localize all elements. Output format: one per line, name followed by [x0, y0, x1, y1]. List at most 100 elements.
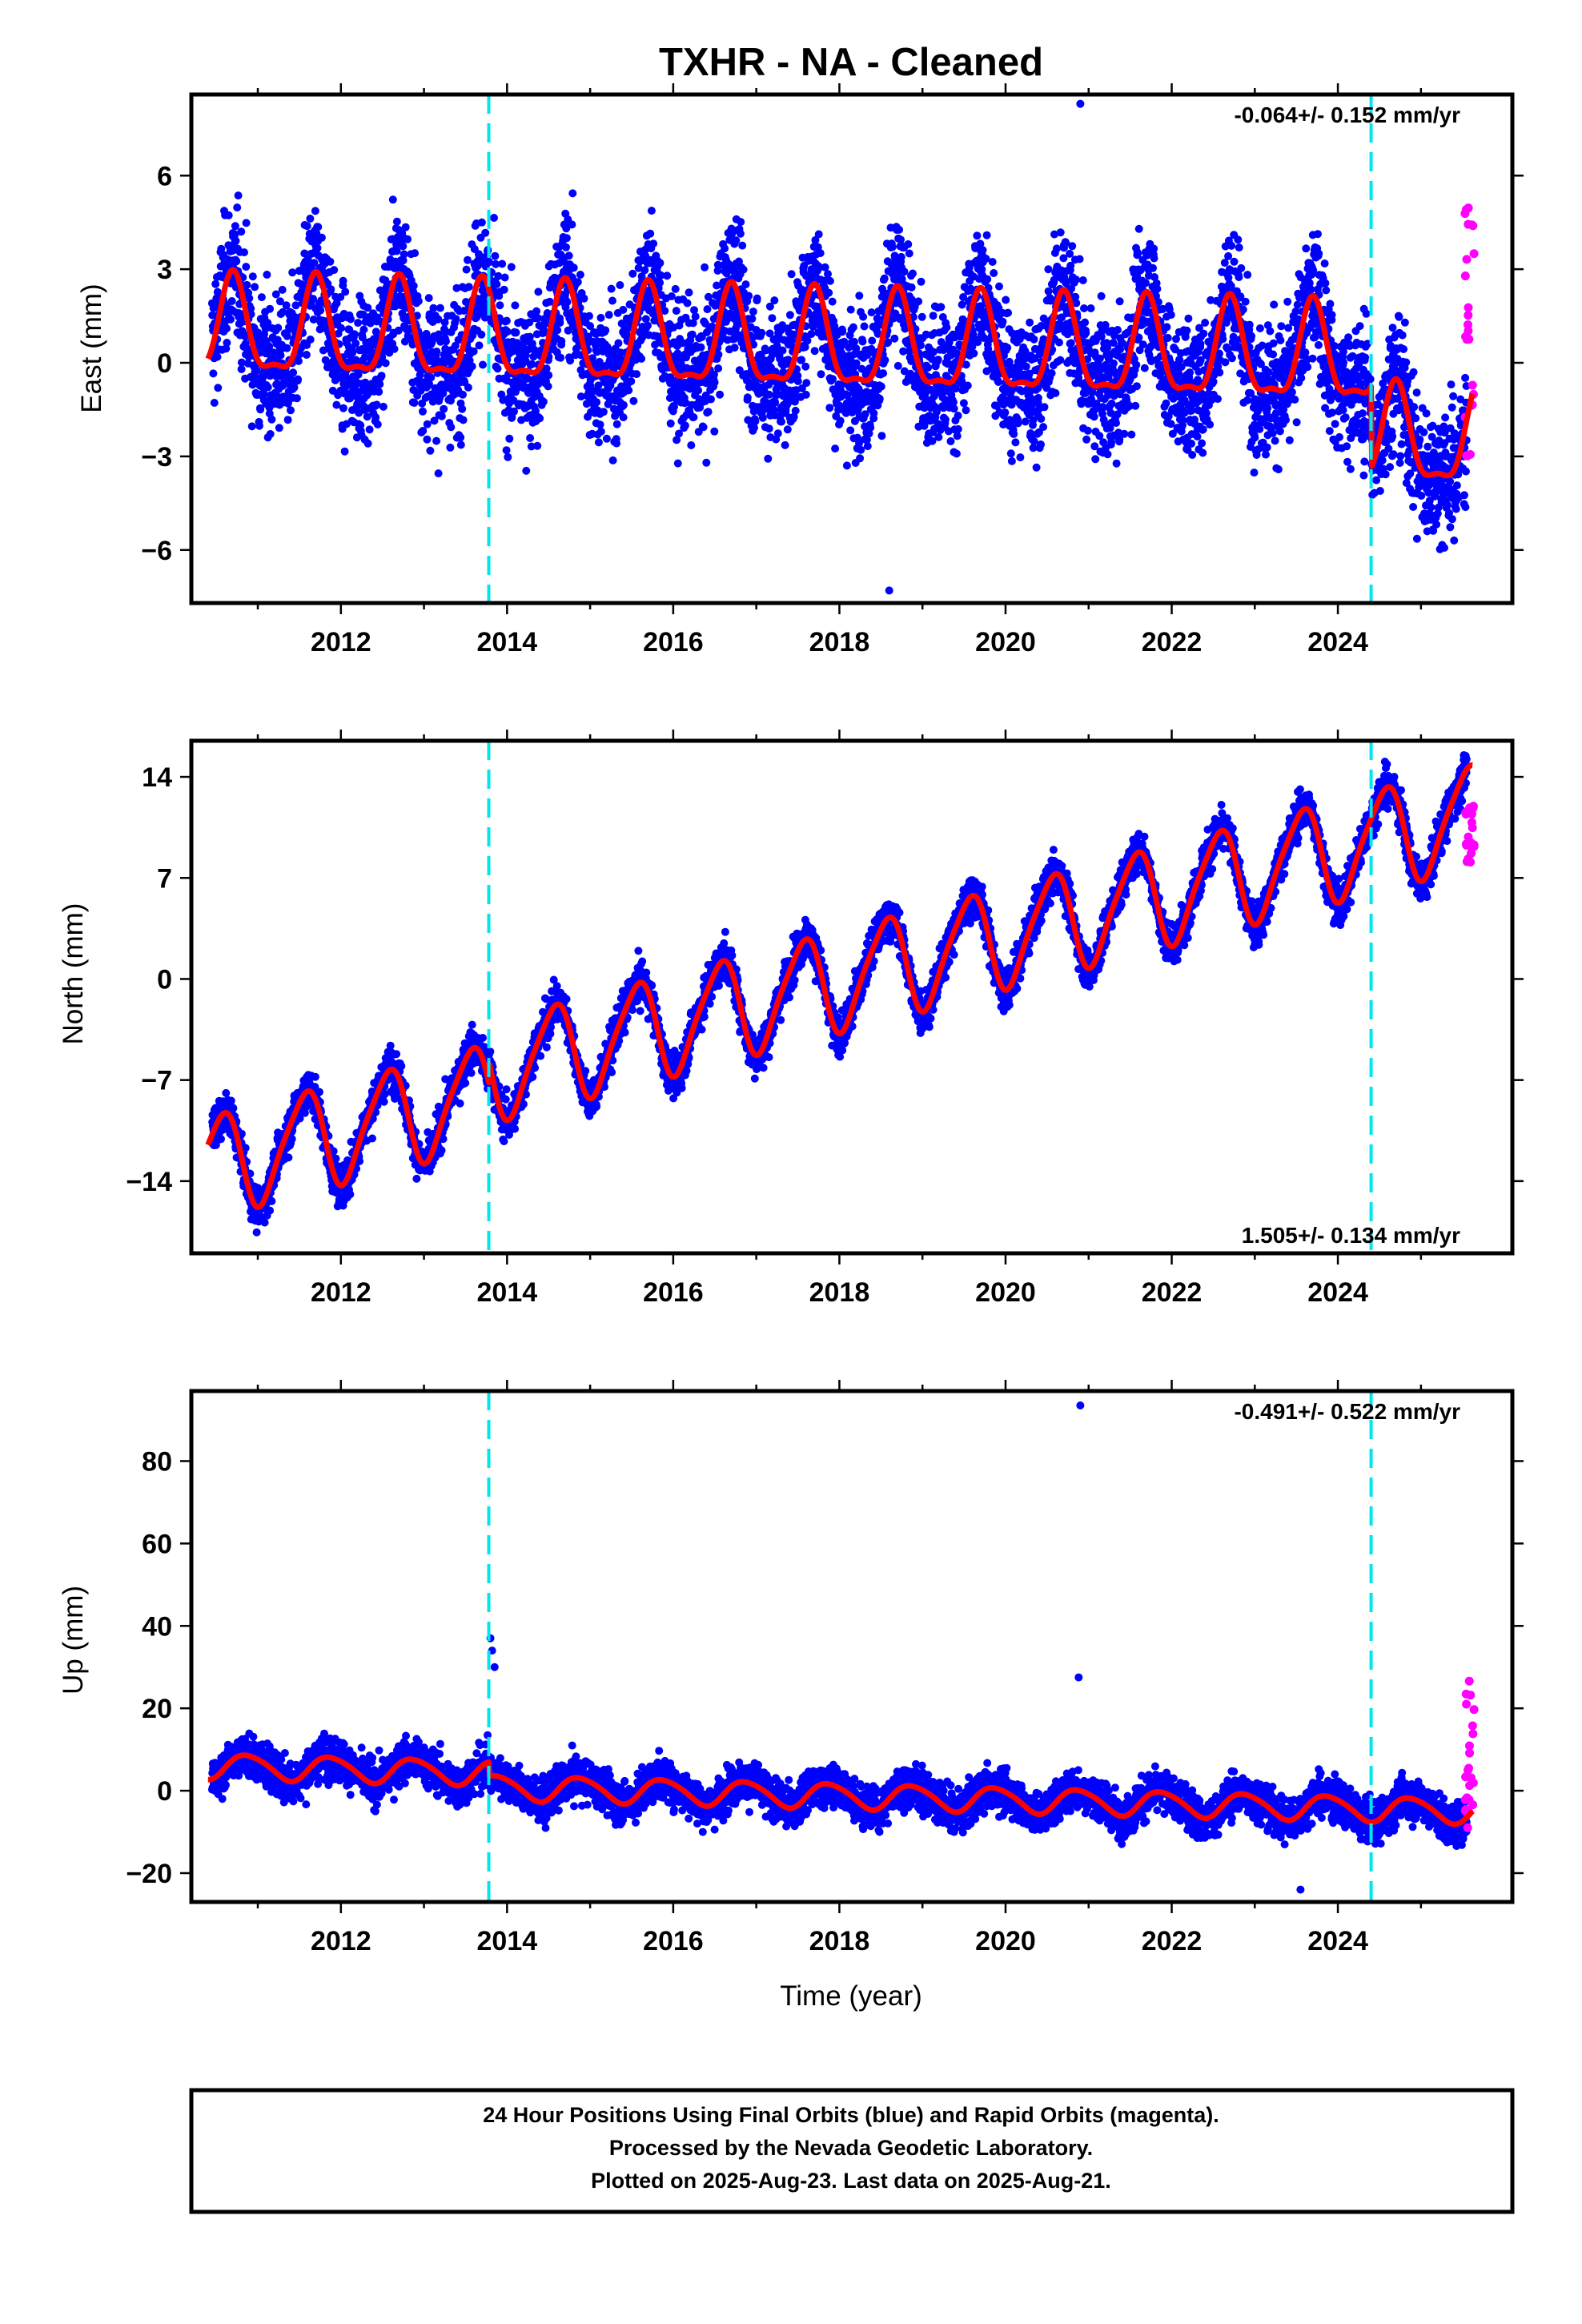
east-point [456, 440, 465, 449]
east-point [569, 263, 578, 272]
east-point [1235, 273, 1243, 282]
east-point [802, 379, 811, 388]
east-point [1243, 271, 1252, 279]
east-point [1040, 403, 1049, 412]
east-point [1187, 440, 1196, 448]
east-point [339, 404, 347, 412]
east-point [699, 423, 708, 432]
east-point [354, 319, 363, 328]
east-point [282, 301, 291, 310]
east-point [1163, 334, 1172, 342]
east-point [624, 386, 633, 395]
east-point [687, 441, 696, 449]
east-point [1109, 359, 1118, 368]
east-point [553, 326, 562, 335]
east-point [778, 346, 787, 355]
east-point [959, 399, 968, 408]
east-point [290, 383, 299, 392]
east-point [251, 283, 259, 292]
east-point [566, 356, 575, 365]
east-point [824, 270, 832, 279]
east-point [372, 400, 381, 409]
east-point [392, 217, 401, 226]
east-point [857, 445, 865, 454]
east-point [354, 370, 363, 379]
east-point [1066, 339, 1075, 348]
east-point [223, 324, 231, 333]
east-point [728, 230, 737, 239]
east-point [1199, 425, 1207, 434]
east-point [314, 223, 323, 231]
east-point [671, 284, 680, 293]
east-point [592, 348, 601, 356]
east-point [920, 421, 929, 430]
east-point [813, 243, 822, 251]
east-point [496, 301, 504, 310]
east-point [697, 343, 705, 352]
east-point [375, 380, 384, 388]
east-point [619, 305, 628, 314]
east-point [252, 366, 261, 375]
east-point [1014, 419, 1022, 428]
east-point [302, 351, 311, 359]
east-point [942, 323, 951, 332]
east-point [1115, 297, 1124, 306]
east-point [283, 416, 292, 424]
east-point [440, 318, 449, 327]
east-point [950, 404, 958, 413]
east-point [556, 353, 565, 362]
east-point [962, 406, 970, 415]
east-point [710, 427, 719, 436]
east-point [429, 304, 438, 312]
east-point [599, 408, 608, 416]
east-point [932, 408, 941, 416]
east-point [1091, 455, 1100, 464]
east-point [255, 421, 263, 430]
east-point [880, 274, 889, 283]
east-point [1083, 426, 1092, 435]
east-point [411, 249, 420, 258]
east-point [863, 442, 872, 451]
east-point [873, 314, 881, 323]
east-point [275, 424, 283, 432]
east-point [602, 434, 611, 443]
east-point [713, 267, 722, 275]
east-point [1075, 255, 1084, 263]
east-point [556, 319, 564, 327]
east-point [1193, 432, 1202, 441]
east-point [1150, 244, 1158, 253]
east-point [765, 329, 774, 338]
east-point [464, 255, 472, 264]
east-point [1301, 348, 1310, 357]
east-point [426, 446, 435, 455]
east-point [245, 294, 254, 303]
east-point [1235, 243, 1243, 252]
east-point [1270, 300, 1279, 309]
east-point [452, 315, 460, 324]
east-point [619, 400, 628, 409]
east-point [288, 268, 297, 277]
east-point [265, 342, 274, 351]
east-point [534, 287, 543, 296]
east-point [901, 324, 909, 333]
east-point [949, 398, 958, 407]
east-point [1026, 318, 1034, 327]
east-point [263, 271, 271, 279]
east-point [840, 337, 849, 346]
east-point [897, 235, 905, 244]
east-point [1275, 427, 1284, 436]
east-point [442, 337, 450, 346]
east-point [917, 277, 926, 286]
east-point [400, 250, 408, 259]
east-point [1343, 457, 1351, 466]
east-point [1001, 408, 1010, 417]
east-point [868, 336, 877, 345]
east-point [242, 219, 251, 227]
east-point [399, 256, 408, 265]
east-point [1034, 393, 1042, 402]
east-point [562, 234, 571, 243]
east-point [861, 410, 869, 419]
